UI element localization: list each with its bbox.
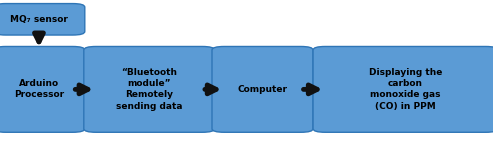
Text: Computer: Computer xyxy=(238,85,287,94)
FancyBboxPatch shape xyxy=(313,46,493,132)
Text: MQ₇ sensor: MQ₇ sensor xyxy=(10,15,68,24)
Text: Displaying the
carbon
monoxide gas
(CO) in PPM: Displaying the carbon monoxide gas (CO) … xyxy=(369,68,442,111)
FancyBboxPatch shape xyxy=(212,46,313,132)
Text: “Bluetooth
module”
Remotely
sending data: “Bluetooth module” Remotely sending data xyxy=(116,68,182,111)
FancyBboxPatch shape xyxy=(0,4,85,35)
FancyBboxPatch shape xyxy=(0,46,85,132)
Text: Arduino
Processor: Arduino Processor xyxy=(14,79,64,99)
FancyBboxPatch shape xyxy=(84,46,214,132)
